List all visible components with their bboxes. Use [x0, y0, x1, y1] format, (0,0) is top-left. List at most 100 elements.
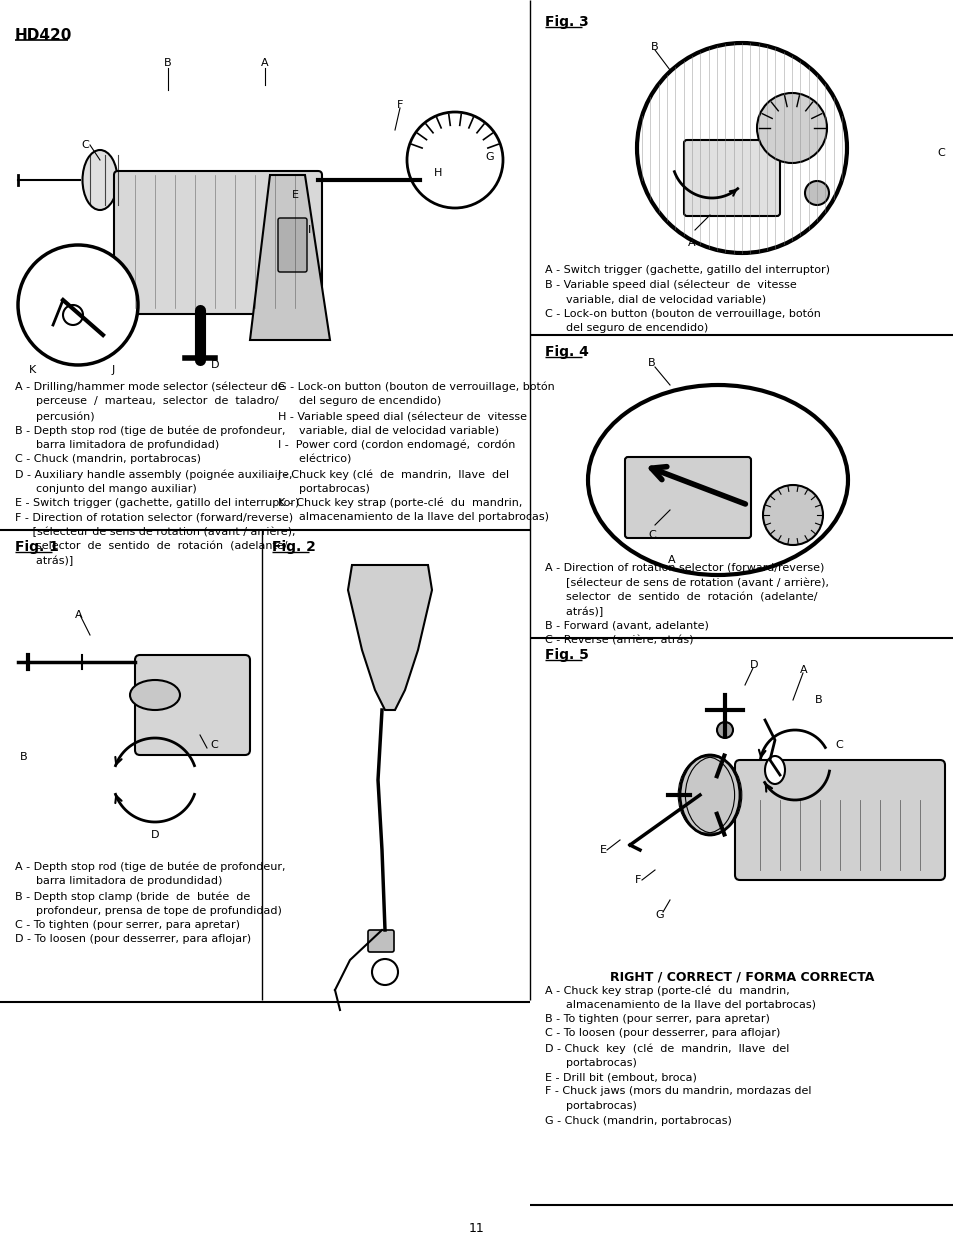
FancyBboxPatch shape — [113, 170, 322, 314]
Text: F - Direction of rotation selector (forward/reverse): F - Direction of rotation selector (forw… — [15, 513, 293, 522]
Ellipse shape — [679, 755, 740, 835]
Text: A: A — [800, 664, 807, 676]
Text: profondeur, prensa de tope de profundidad): profondeur, prensa de tope de profundida… — [15, 905, 281, 915]
Polygon shape — [348, 564, 432, 710]
Text: [sélecteur de sens de rotation (avant / arrière),: [sélecteur de sens de rotation (avant / … — [15, 527, 295, 537]
Text: I -  Power cord (cordon endomagé,  cordón: I - Power cord (cordon endomagé, cordón — [277, 440, 515, 451]
Text: A: A — [261, 58, 269, 68]
Text: HD420: HD420 — [15, 28, 72, 43]
Text: C - Chuck (mandrin, portabrocas): C - Chuck (mandrin, portabrocas) — [15, 454, 201, 464]
Circle shape — [717, 722, 732, 739]
FancyBboxPatch shape — [277, 219, 307, 272]
Text: B: B — [650, 42, 658, 52]
Text: H - Variable speed dial (sélecteur de  vitesse: H - Variable speed dial (sélecteur de vi… — [277, 411, 526, 421]
Text: del seguro de encendido): del seguro de encendido) — [277, 396, 441, 406]
Text: B: B — [647, 358, 655, 368]
Text: barra limitadora de profundidad): barra limitadora de profundidad) — [15, 440, 219, 450]
Circle shape — [762, 485, 822, 545]
Text: A - Direction of rotation selector (forward/reverse): A - Direction of rotation selector (forw… — [544, 563, 823, 573]
Text: B: B — [20, 752, 28, 762]
Text: almacenamiento de la llave del portabrocas): almacenamiento de la llave del portabroc… — [277, 513, 548, 522]
Text: A: A — [75, 610, 83, 620]
Text: Fig. 3: Fig. 3 — [544, 15, 588, 28]
Text: B - Forward (avant, adelante): B - Forward (avant, adelante) — [544, 621, 708, 631]
Circle shape — [637, 43, 846, 253]
Text: E - Drill bit (embout, broca): E - Drill bit (embout, broca) — [544, 1072, 696, 1082]
Text: barra limitadora de produndidad): barra limitadora de produndidad) — [15, 877, 222, 887]
Ellipse shape — [130, 680, 180, 710]
Text: Fig. 5: Fig. 5 — [544, 648, 588, 662]
Text: almacenamiento de la llave del portabrocas): almacenamiento de la llave del portabroc… — [544, 999, 815, 1009]
Text: B - Variable speed dial (sélecteur  de  vitesse: B - Variable speed dial (sélecteur de vi… — [544, 279, 796, 290]
Text: D - Auxiliary handle assembly (poignée auxiliaire,: D - Auxiliary handle assembly (poignée a… — [15, 469, 293, 479]
Text: del seguro de encendido): del seguro de encendido) — [544, 324, 707, 333]
FancyBboxPatch shape — [135, 655, 250, 755]
FancyBboxPatch shape — [368, 930, 394, 952]
Text: B - Depth stop clamp (bride  de  butée  de: B - Depth stop clamp (bride de butée de — [15, 890, 250, 902]
Text: D: D — [211, 359, 219, 370]
Text: I: I — [308, 225, 312, 235]
Text: B - Depth stop rod (tige de butée de profondeur,: B - Depth stop rod (tige de butée de pro… — [15, 426, 285, 436]
Text: 11: 11 — [469, 1221, 484, 1235]
Text: C - To loosen (pour desserrer, para aflojar): C - To loosen (pour desserrer, para aflo… — [544, 1029, 780, 1039]
Text: Fig. 1: Fig. 1 — [15, 540, 59, 555]
Text: B - To tighten (pour serrer, para apretar): B - To tighten (pour serrer, para apreta… — [544, 1014, 769, 1024]
Text: eléctrico): eléctrico) — [277, 454, 351, 464]
Text: perceuse  /  marteau,  selector  de  taladro/: perceuse / marteau, selector de taladro/ — [15, 396, 278, 406]
Text: C: C — [834, 740, 841, 750]
Text: E: E — [292, 190, 298, 200]
FancyBboxPatch shape — [624, 457, 750, 538]
Text: F - Chuck jaws (mors du mandrin, mordazas del: F - Chuck jaws (mors du mandrin, mordaza… — [544, 1087, 811, 1097]
Text: portabrocas): portabrocas) — [277, 483, 370, 494]
Ellipse shape — [587, 385, 847, 576]
Text: A - Depth stop rod (tige de butée de profondeur,: A - Depth stop rod (tige de butée de pro… — [15, 862, 285, 872]
Text: E - Switch trigger (gachette, gatillo del interruptor): E - Switch trigger (gachette, gatillo de… — [15, 498, 299, 508]
FancyBboxPatch shape — [734, 760, 944, 881]
Text: RIGHT / CORRECT / FORMA CORRECTA: RIGHT / CORRECT / FORMA CORRECTA — [609, 969, 873, 983]
Text: D: D — [151, 830, 159, 840]
FancyBboxPatch shape — [683, 140, 780, 216]
Circle shape — [372, 960, 397, 986]
Ellipse shape — [82, 149, 117, 210]
Text: H: H — [434, 168, 442, 178]
Polygon shape — [250, 175, 330, 340]
Text: portabrocas): portabrocas) — [544, 1057, 637, 1067]
Text: selector  de  sentido  de  rotación  (adelante/: selector de sentido de rotación (adelant… — [544, 592, 817, 601]
Text: D - Chuck  key  (clé  de  mandrin,  llave  del: D - Chuck key (clé de mandrin, llave del — [544, 1044, 788, 1053]
Circle shape — [804, 182, 828, 205]
Text: K: K — [30, 366, 36, 375]
Text: Fig. 2: Fig. 2 — [272, 540, 315, 555]
Text: K - Chuck key strap (porte-clé  du  mandrin,: K - Chuck key strap (porte-clé du mandri… — [277, 498, 522, 509]
Text: Fig. 4: Fig. 4 — [544, 345, 588, 359]
Text: A - Chuck key strap (porte-clé  du  mandrin,: A - Chuck key strap (porte-clé du mandri… — [544, 986, 789, 995]
Text: conjunto del mango auxiliar): conjunto del mango auxiliar) — [15, 483, 196, 494]
Text: A: A — [687, 238, 695, 248]
Text: F: F — [396, 100, 403, 110]
Circle shape — [407, 112, 502, 207]
Text: G: G — [655, 910, 663, 920]
Text: selector  de  sentido  de  rotación  (adelante/: selector de sentido de rotación (adelant… — [15, 541, 287, 552]
Text: G: G — [485, 152, 494, 162]
Text: A: A — [667, 555, 675, 564]
Text: C: C — [647, 530, 655, 540]
Text: C - Lock-on button (bouton de verrouillage, botón: C - Lock-on button (bouton de verrouilla… — [544, 309, 820, 319]
Text: C: C — [81, 140, 89, 149]
Text: D - To loosen (pour desserrer, para aflojar): D - To loosen (pour desserrer, para aflo… — [15, 935, 251, 945]
Text: [sélecteur de sens de rotation (avant / arrière),: [sélecteur de sens de rotation (avant / … — [544, 578, 828, 588]
Text: C - To tighten (pour serrer, para apretar): C - To tighten (pour serrer, para apreta… — [15, 920, 240, 930]
Text: variable, dial de velocidad variable): variable, dial de velocidad variable) — [277, 426, 498, 436]
Text: E: E — [599, 845, 606, 855]
Text: atrás)]: atrás)] — [15, 556, 73, 567]
Text: B: B — [164, 58, 172, 68]
Text: atrás)]: atrás)] — [544, 606, 602, 618]
Circle shape — [757, 93, 826, 163]
Text: F: F — [635, 876, 640, 885]
Ellipse shape — [764, 756, 784, 784]
Circle shape — [18, 245, 138, 366]
Text: A - Switch trigger (gachette, gatillo del interruptor): A - Switch trigger (gachette, gatillo de… — [544, 266, 829, 275]
Text: percusión): percusión) — [15, 411, 94, 421]
Text: J - Chuck key (clé  de  mandrin,  llave  del: J - Chuck key (clé de mandrin, llave del — [277, 469, 510, 479]
Text: G - Chuck (mandrin, portabrocas): G - Chuck (mandrin, portabrocas) — [544, 1115, 731, 1125]
Text: C: C — [936, 148, 943, 158]
Text: C - Reverse (arrière, atrás): C - Reverse (arrière, atrás) — [544, 636, 693, 646]
